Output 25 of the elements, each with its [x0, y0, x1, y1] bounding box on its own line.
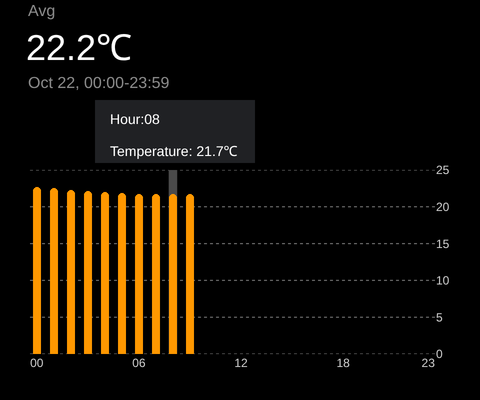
- bar: [101, 192, 109, 354]
- y-tick-label: 5: [436, 310, 443, 324]
- bar: [152, 194, 160, 354]
- bar: [84, 191, 92, 354]
- y-tick-label: 25: [436, 163, 450, 178]
- chart-subtitle: 22.2℃: [26, 27, 132, 68]
- x-tick-label: 00: [30, 356, 44, 370]
- bar: [33, 187, 41, 354]
- chart-title: Avg: [28, 3, 56, 20]
- y-tick-label: 20: [436, 200, 450, 214]
- text: Hour:08: [110, 111, 160, 127]
- bar: [186, 194, 194, 354]
- bar: [50, 188, 58, 354]
- y-tick-label: 0: [436, 347, 443, 362]
- y-tick-label: 15: [436, 236, 450, 251]
- bar: [67, 190, 75, 354]
- y-tick-label: 10: [436, 274, 450, 288]
- x-tick-label: 23: [422, 356, 436, 370]
- bar: [118, 193, 126, 354]
- x-tick-label: 06: [132, 356, 146, 370]
- bar: [135, 194, 143, 354]
- text: Temperature: 21.7℃: [110, 143, 238, 159]
- x-tick-label: 12: [234, 356, 248, 370]
- text: Oct 22, 00:00-23:59: [28, 75, 170, 92]
- x-tick-label: 18: [336, 356, 350, 370]
